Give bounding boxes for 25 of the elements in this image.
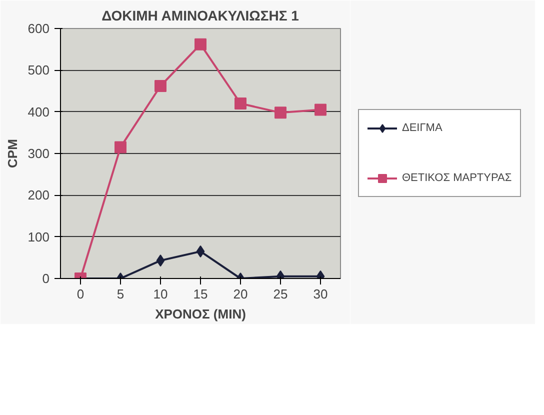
legend-label: ΘΕΤΙΚΟΣ ΜΑΡΤΥΡΑΣ [402,172,512,184]
y-tick-label: 100 [28,229,50,244]
point [274,106,286,119]
x-tick-label: 20 [233,286,248,302]
y-tick-label: 200 [28,188,50,203]
point [154,80,166,92]
x-tick-label: 5 [116,286,124,302]
x-tick-label: 0 [76,286,84,302]
legend-label: ΔΕΙΓΜΑ [402,122,442,134]
x-tick-label: 15 [193,286,208,302]
y-tick-label: 600 [28,21,50,36]
y-tick-label: 400 [28,104,50,120]
point [234,98,246,110]
x-tick-label: 30 [313,286,328,302]
x-axis-title: ΧΡΟΝΟΣ (MIN) [155,306,246,322]
y-axis-title: CPM [4,139,20,168]
x-tick-label: 25 [273,286,288,302]
y-tick-label: 0 [42,271,50,286]
y-tick-label: 300 [28,146,50,161]
chart-title: ΔΟΚΙΜΗ ΑΜΙΝΟΑΚΥΛΙΩΣΗΣ 1 [102,8,300,24]
y-tick-label: 500 [28,62,50,78]
point [114,141,126,154]
point [314,104,326,116]
point [194,38,206,50]
x-tick-label: 10 [153,286,168,302]
